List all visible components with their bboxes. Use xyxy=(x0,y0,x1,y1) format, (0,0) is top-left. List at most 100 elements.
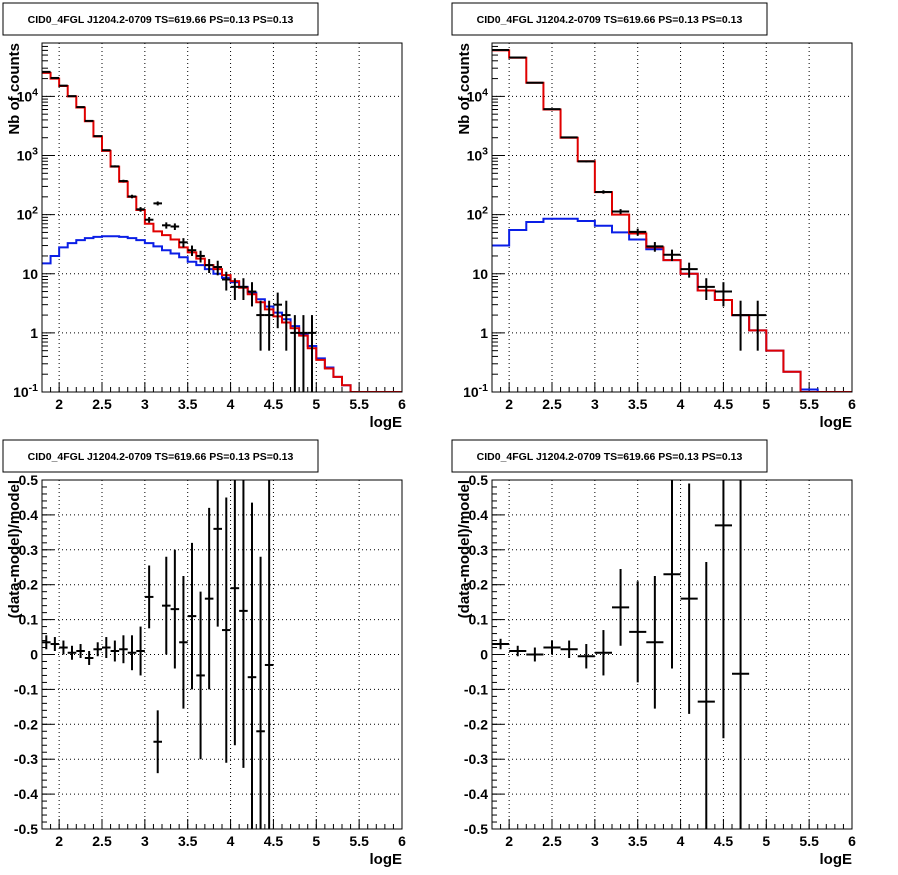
x-axis-label: logE xyxy=(370,414,403,431)
x-tick-label: 6 xyxy=(848,833,856,849)
y-tick-label: 104 xyxy=(467,86,489,104)
y-tick-label: 102 xyxy=(467,205,489,223)
data-point xyxy=(247,282,257,307)
data-point xyxy=(264,300,274,351)
plot-area xyxy=(492,48,852,392)
panel-bottom-left: CID0_4FGL J1204.2-0709 TS=619.66 PS=0.13… xyxy=(2,439,406,868)
data-point xyxy=(59,640,68,655)
data-point xyxy=(646,242,664,252)
data-point xyxy=(93,135,102,138)
plot-area xyxy=(42,480,274,829)
y-tick-label: -0.4 xyxy=(14,786,38,802)
x-tick-label: 3.5 xyxy=(178,396,198,412)
y-tick-label: 10-1 xyxy=(13,382,38,400)
data-point xyxy=(179,575,188,709)
y-tick-label: 0.2 xyxy=(469,577,489,593)
data-point xyxy=(509,645,527,657)
x-tick-label: 3.5 xyxy=(178,833,198,849)
x-tick-label: 6 xyxy=(398,833,406,849)
y-tick-label: 102 xyxy=(17,205,39,223)
x-tick-label: 5 xyxy=(312,396,320,412)
data-point xyxy=(213,480,222,627)
x-tick-label: 4.5 xyxy=(714,833,734,849)
y-tick-label: 1 xyxy=(480,325,488,341)
data-point xyxy=(102,149,111,152)
x-tick-label: 3 xyxy=(141,396,149,412)
x-tick-label: 3.5 xyxy=(628,396,648,412)
data-point xyxy=(42,635,51,650)
data-point xyxy=(247,502,257,829)
data-point xyxy=(162,556,171,655)
x-axis-label: logE xyxy=(370,851,403,868)
plot-frame xyxy=(491,42,853,393)
grid xyxy=(42,480,402,829)
y-tick-label: 0 xyxy=(30,647,38,663)
data-point xyxy=(76,644,85,658)
chart-title: CID0_4FGL J1204.2-0709 TS=619.66 PS=0.13… xyxy=(28,14,294,26)
y-tick-label: 103 xyxy=(17,146,39,164)
x-tick-label: 4.5 xyxy=(714,396,734,412)
x-tick-label: 4 xyxy=(227,833,235,849)
y-tick-label: 1 xyxy=(30,325,38,341)
y-tick-label: 0.5 xyxy=(19,472,39,488)
grid xyxy=(42,43,402,392)
y-tick-label: 0.3 xyxy=(469,542,489,558)
data-point xyxy=(732,480,750,829)
data-point xyxy=(204,507,214,690)
x-tick-label: 2 xyxy=(55,396,63,412)
x-tick-label: 6 xyxy=(398,396,406,412)
panel-bottom-right: CID0_4FGL J1204.2-0709 TS=619.66 PS=0.13… xyxy=(451,439,856,868)
x-tick-label: 2.5 xyxy=(92,396,112,412)
data-point xyxy=(127,635,137,671)
data-point xyxy=(732,300,750,351)
y-tick-label: 0.1 xyxy=(469,612,489,628)
data-point xyxy=(256,300,265,351)
data-point xyxy=(264,480,274,829)
data-point xyxy=(187,542,197,690)
data-point xyxy=(612,209,630,215)
data-point xyxy=(170,549,180,669)
x-tick-label: 2.5 xyxy=(542,396,562,412)
plot-frame xyxy=(41,42,403,393)
data-point xyxy=(67,95,77,98)
plot-area xyxy=(42,70,402,392)
data-point xyxy=(136,626,145,676)
data-point xyxy=(629,228,647,236)
x-tick-label: 4 xyxy=(677,833,685,849)
data-point xyxy=(153,201,162,206)
data-point xyxy=(714,480,732,739)
chart-title-box xyxy=(2,439,319,473)
y-tick-label: -0.2 xyxy=(464,716,488,732)
data-point xyxy=(213,260,222,276)
data-point xyxy=(230,480,240,746)
plot-frame xyxy=(491,479,853,830)
data-point xyxy=(629,581,647,683)
total-model-series xyxy=(42,71,402,392)
panel-top-left: CID0_4FGL J1204.2-0709 TS=619.66 PS=0.13… xyxy=(2,2,406,431)
data-point xyxy=(680,483,698,714)
x-tick-label: 2 xyxy=(505,833,513,849)
data-point xyxy=(560,136,578,139)
data-point xyxy=(230,278,240,300)
chart-title-box xyxy=(451,2,768,36)
x-tick-label: 3.5 xyxy=(628,833,648,849)
total-model-series xyxy=(492,49,852,392)
minor-ticks xyxy=(491,42,853,392)
data-point xyxy=(492,638,510,650)
x-tick-label: 3 xyxy=(141,833,149,849)
x-tick-label: 5 xyxy=(762,396,770,412)
data-point xyxy=(256,556,265,829)
x-tick-label: 2 xyxy=(55,833,63,849)
x-tick-label: 5 xyxy=(762,833,770,849)
x-tick-label: 5.5 xyxy=(799,833,819,849)
data-point xyxy=(577,644,595,669)
x-tick-label: 2.5 xyxy=(542,833,562,849)
data-point xyxy=(577,160,595,163)
chart-title: CID0_4FGL J1204.2-0709 TS=619.66 PS=0.13… xyxy=(28,451,294,463)
data-point xyxy=(526,647,544,662)
data-point xyxy=(594,630,612,676)
grid xyxy=(492,480,852,829)
data-point xyxy=(119,635,128,664)
data-point xyxy=(102,637,111,658)
